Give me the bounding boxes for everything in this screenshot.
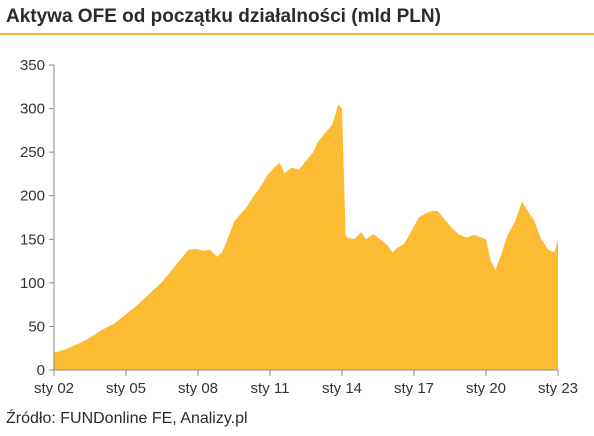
chart: 0 50 100 150 200 250 300 350 sty 02 sty 05 sty 08… [20,57,578,397]
x-tick-label: sty 11 [251,380,290,397]
y-tick-label: 300 [20,101,45,118]
x-tick-label: sty 17 [394,380,434,397]
title-underline [0,33,594,35]
x-tick-label: sty 08 [178,380,218,397]
y-tick-label: 50 [28,318,45,335]
y-tick-label: 100 [20,275,45,292]
x-tick-label: sty 20 [466,380,506,397]
x-tick-label: sty 02 [34,380,74,397]
y-axis: 0 50 100 150 200 250 300 350 [20,57,54,379]
y-tick-label: 200 [20,188,45,205]
x-tick-label: sty 23 [538,380,578,397]
area-series [54,104,558,370]
x-tick-label: sty 14 [322,380,362,397]
y-tick-label: 250 [20,144,45,161]
x-axis: sty 02 sty 05 sty 08 sty 11 sty 14 sty 17 sty … [34,370,578,397]
y-tick-label: 150 [20,231,45,248]
y-tick-label: 350 [20,57,45,74]
x-tick-label: sty 05 [106,380,146,397]
source-note: Źródło: FUNDonline FE, Analizy.pl [6,410,248,427]
y-tick-label: 0 [37,362,45,379]
chart-title: Aktywa OFE od początku działalności (mld… [6,6,441,27]
